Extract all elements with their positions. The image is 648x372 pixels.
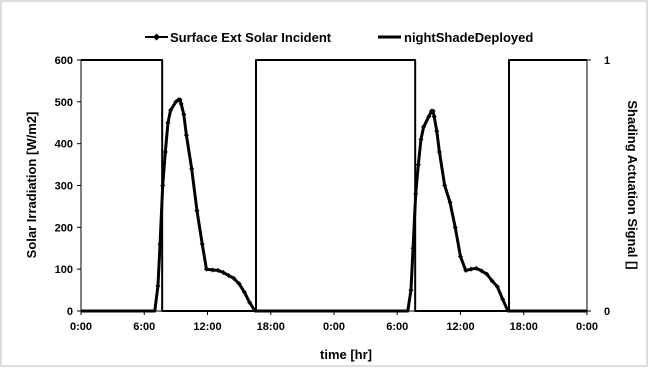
data-point	[489, 278, 495, 284]
y-tick-label: 400	[55, 139, 73, 151]
legend: Surface Ext Solar Incident nightShadeDep…	[145, 30, 533, 45]
legend-label-series-1: Surface Ext Solar Incident	[170, 30, 332, 45]
data-point	[181, 111, 187, 117]
data-point	[434, 128, 440, 134]
data-point	[452, 224, 458, 230]
data-point	[468, 266, 474, 272]
y-axis-title: Solar Irradiation [W/m2]	[24, 112, 39, 259]
data-point	[236, 281, 242, 287]
data-point	[447, 199, 453, 205]
y-tick-label: 500	[55, 97, 73, 109]
y2-tick-label: 1	[604, 55, 610, 67]
data-point	[426, 113, 432, 119]
data-point	[210, 267, 216, 273]
data-point	[241, 289, 247, 295]
data-point	[178, 101, 184, 107]
x-tick-label: 18:00	[510, 321, 538, 333]
data-point	[203, 266, 209, 272]
data-point	[415, 162, 421, 168]
y-tick-label: 0	[67, 306, 73, 318]
x-axis-title: time [hr]	[320, 347, 372, 362]
series-group	[81, 59, 587, 313]
x-tick-label: 6:00	[386, 321, 408, 333]
y-tick-label: 300	[55, 181, 73, 193]
y2-axis-title: Shading Actuation Signal []	[625, 100, 640, 269]
x-tick-label: 0:00	[323, 321, 345, 333]
data-point	[484, 271, 490, 277]
x-tick-label: 0:00	[576, 321, 598, 333]
data-point	[220, 270, 226, 276]
y2-tick-label: 0	[604, 306, 610, 318]
y-tick-label: 100	[55, 264, 73, 276]
data-point	[430, 108, 436, 114]
data-point	[421, 124, 427, 130]
data-point	[155, 283, 161, 289]
x-tick-label: 0:00	[70, 321, 92, 333]
y-tick-label: 600	[55, 55, 73, 67]
data-point	[431, 113, 437, 119]
data-point	[500, 296, 506, 302]
data-point	[247, 300, 253, 306]
data-point	[473, 265, 479, 271]
data-point	[479, 268, 485, 274]
data-point	[177, 97, 183, 103]
data-point	[215, 267, 221, 273]
data-point	[458, 254, 463, 260]
data-point	[436, 149, 442, 155]
x-tick-label: 12:00	[446, 321, 474, 333]
data-point	[189, 166, 195, 172]
y-tick-label: 200	[55, 222, 73, 234]
data-point	[463, 267, 469, 273]
data-point	[183, 132, 189, 138]
data-point	[165, 120, 171, 126]
data-point	[231, 275, 237, 281]
data-point	[199, 241, 205, 247]
series-line-2	[81, 59, 587, 312]
data-point	[408, 287, 414, 293]
data-point	[194, 208, 200, 214]
data-point	[162, 149, 168, 155]
axis-ticks: 0 100 200 300 400 500 600 0 1 0:00 6:00 12:00 18:00 0…	[55, 55, 610, 333]
data-point	[442, 183, 448, 188]
data-point	[494, 284, 500, 290]
legend-marker-series-1	[153, 33, 160, 41]
x-tick-label: 6:00	[133, 321, 155, 333]
legend-label-series-2: nightShadeDeployed	[404, 30, 533, 45]
data-point	[418, 136, 424, 142]
data-point	[226, 272, 232, 278]
plot-area: 0 100 200 300 400 500 600 0 1 0:00 6:00 12:00 18:00 0…	[55, 55, 610, 333]
x-tick-label: 18:00	[257, 321, 285, 333]
x-tick-label: 12:00	[193, 321, 221, 333]
data-point	[168, 107, 174, 113]
